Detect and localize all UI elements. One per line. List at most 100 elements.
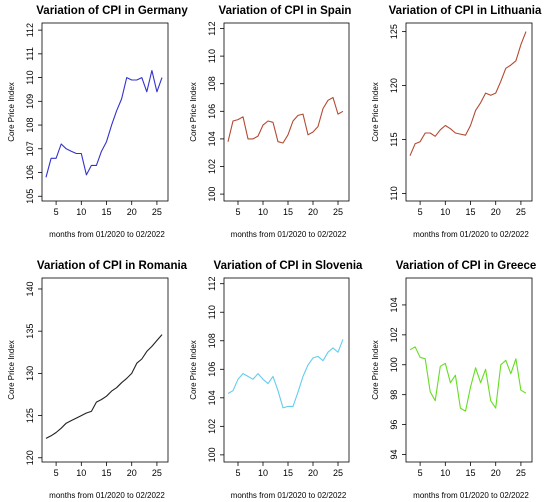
series-line — [45, 69, 163, 178]
x-tick-label: 20 — [127, 207, 137, 217]
y-tick-label: 108 — [207, 76, 217, 91]
y-tick-label: 94 — [389, 450, 399, 460]
y-tick-label: 115 — [389, 132, 399, 146]
y-tick-label: 102 — [389, 327, 399, 342]
y-tick-label: 112 — [207, 21, 217, 35]
x-axis-label: months from 01/2020 to 02/2022 — [49, 491, 165, 500]
x-tick-label: 5 — [54, 207, 59, 217]
x-tick-label: 15 — [102, 468, 112, 478]
y-axis-label: Core Price Index — [189, 82, 198, 142]
x-tick-label: 20 — [127, 468, 137, 478]
x-tick-label: 15 — [102, 207, 112, 217]
x-tick-label: 15 — [466, 207, 476, 217]
x-tick-label: 5 — [235, 468, 240, 478]
y-tick-label: 102 — [207, 159, 217, 174]
series-line — [409, 346, 527, 412]
series-line — [227, 96, 344, 144]
y-tick-label: 100 — [207, 187, 217, 202]
y-tick-label: 125 — [25, 408, 35, 423]
chart-panel-5: Variation of CPI in Slovenia 5 10 15 20 25 100… — [189, 260, 363, 500]
x-axis-label: months from 01/2020 to 02/2022 — [49, 230, 165, 239]
x-tick-label: 10 — [440, 468, 450, 478]
chart-panel-4: Variation of CPI in Romania 5 10 15 20 25 120 1… — [7, 260, 188, 500]
x-tick-label: 15 — [283, 468, 293, 478]
plot-frame — [41, 277, 169, 463]
y-tick-label: 130 — [25, 366, 35, 381]
x-tick-label: 15 — [283, 207, 293, 217]
x-tick-label: 20 — [491, 207, 501, 217]
x-axis-label: months from 01/2020 to 02/2022 — [413, 491, 529, 500]
y-tick-label: 100 — [207, 447, 217, 462]
x-axis-label: months from 01/2020 to 02/2022 — [413, 230, 529, 239]
chart-title: Variation of CPI in Greece — [396, 260, 537, 272]
x-tick-label: 5 — [418, 468, 423, 478]
y-tick-label: 140 — [25, 281, 35, 296]
y-tick-label: 102 — [207, 419, 217, 434]
y-tick-label: 111 — [25, 47, 35, 61]
chart-panel-3: Variation of CPI in Lithuania 5 10 15 20 25 11… — [371, 5, 542, 239]
chart-panel-2: Variation of CPI in Spain 5 10 15 20 25 100 102… — [189, 5, 351, 239]
chart-panel-1: Variation of CPI in Germany 5 10 15 20 25 105 1… — [7, 5, 188, 239]
chart-panel-6: Variation of CPI in Greece 5 10 15 20 25 94 96 9… — [371, 260, 536, 500]
x-tick-label: 10 — [258, 468, 268, 478]
y-tick-label: 135 — [25, 324, 35, 339]
y-axis-label: Core Price Index — [7, 82, 16, 142]
y-axis-label: Core Price Index — [7, 340, 16, 400]
chart-title: Variation of CPI in Spain — [219, 5, 352, 17]
y-axis-label: Core Price Index — [371, 340, 380, 400]
chart-title: Variation of CPI in Germany — [36, 5, 188, 17]
y-tick-label: 96 — [389, 420, 399, 430]
y-axis-label: Core Price Index — [371, 82, 380, 142]
x-tick-label: 5 — [235, 207, 240, 217]
plot-frame — [41, 22, 169, 202]
x-tick-label: 20 — [308, 468, 318, 478]
x-tick-label: 25 — [152, 207, 162, 217]
x-tick-label: 5 — [54, 468, 59, 478]
series-line — [45, 334, 163, 439]
x-tick-label: 10 — [258, 207, 268, 217]
x-axis-label: months from 01/2020 to 02/2022 — [231, 491, 347, 500]
y-tick-label: 108 — [25, 118, 35, 133]
y-tick-label: 104 — [389, 297, 399, 312]
x-tick-label: 25 — [516, 468, 526, 478]
plot-frame — [405, 277, 533, 463]
y-tick-label: 120 — [389, 78, 399, 93]
y-tick-label: 98 — [389, 390, 399, 400]
y-tick-label: 106 — [207, 104, 217, 119]
y-tick-label: 108 — [207, 333, 217, 348]
x-tick-label: 10 — [76, 468, 86, 478]
chart-title: Variation of CPI in Lithuania — [389, 5, 542, 17]
x-tick-label: 15 — [466, 468, 476, 478]
y-tick-label: 107 — [25, 141, 35, 156]
y-tick-label: 112 — [25, 23, 35, 37]
y-tick-label: 100 — [389, 357, 399, 372]
y-tick-label: 112 — [207, 277, 217, 291]
series-line — [409, 31, 527, 156]
y-tick-label: 110 — [25, 70, 35, 84]
x-tick-label: 25 — [333, 207, 343, 217]
x-tick-label: 20 — [491, 468, 501, 478]
x-tick-label: 25 — [152, 468, 162, 478]
chart-title: Variation of CPI in Romania — [37, 260, 188, 272]
y-tick-label: 106 — [207, 362, 217, 377]
y-tick-label: 110 — [207, 305, 217, 319]
x-tick-label: 25 — [333, 468, 343, 478]
y-tick-label: 110 — [207, 49, 217, 63]
y-axis-label: Core Price Index — [189, 340, 198, 400]
plot-frame — [223, 22, 350, 202]
y-tick-label: 110 — [389, 186, 399, 200]
y-tick-label: 109 — [25, 94, 35, 109]
y-tick-label: 106 — [25, 165, 35, 180]
plot-frame — [405, 22, 533, 202]
x-tick-label: 20 — [308, 207, 318, 217]
x-tick-label: 10 — [76, 207, 86, 217]
y-tick-label: 104 — [207, 390, 217, 405]
y-tick-label: 105 — [25, 189, 35, 204]
x-tick-label: 5 — [418, 207, 423, 217]
x-tick-label: 25 — [516, 207, 526, 217]
y-tick-label: 125 — [389, 24, 399, 39]
y-tick-label: 104 — [207, 131, 217, 146]
x-axis-label: months from 01/2020 to 02/2022 — [231, 230, 347, 239]
y-tick-label: 120 — [25, 450, 35, 465]
